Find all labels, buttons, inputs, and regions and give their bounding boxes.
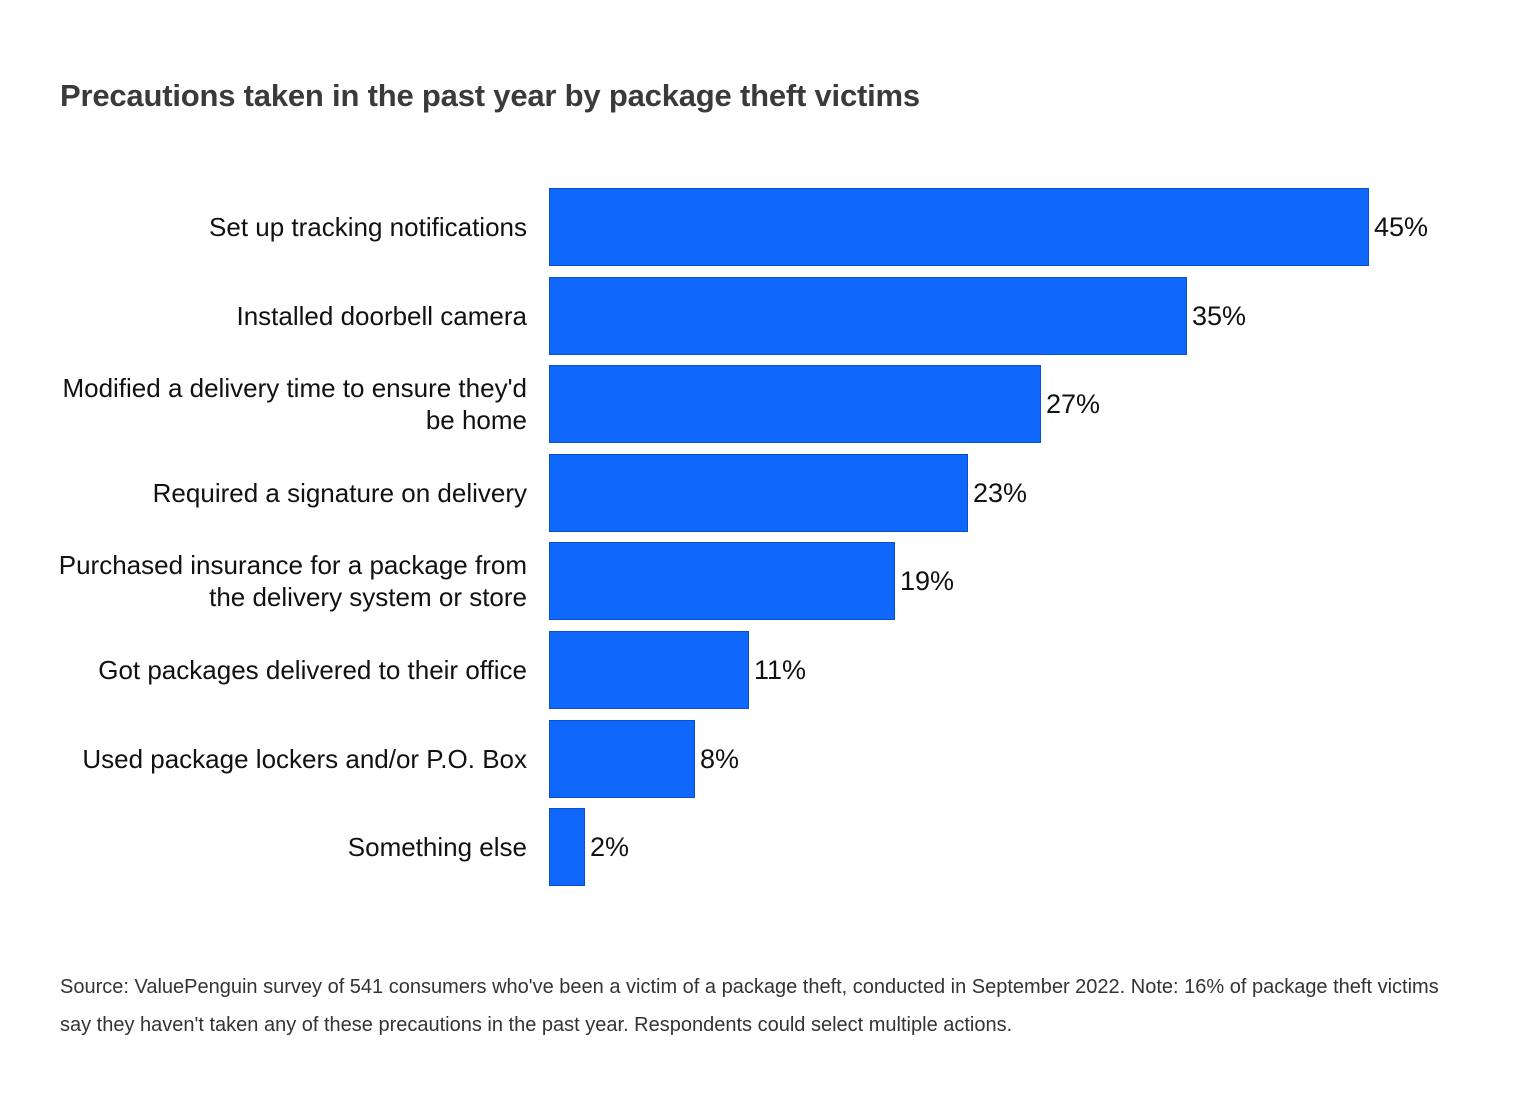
- value-label: 45%: [1374, 211, 1429, 242]
- bar: [549, 542, 895, 620]
- value-label: 35%: [1192, 300, 1247, 331]
- category-label: Used package lockers and/or P.O. Box: [82, 744, 527, 774]
- category-label: Required a signature on delivery: [152, 478, 527, 508]
- category-label: Set up tracking notifications: [209, 212, 527, 242]
- value-label: 2%: [590, 831, 630, 862]
- bar: [549, 720, 695, 798]
- bar: [549, 631, 749, 709]
- value-label: 23%: [973, 477, 1028, 508]
- value-label: 19%: [900, 565, 955, 596]
- category-label: Purchased insurance for a package from t…: [58, 550, 527, 612]
- value-label: 27%: [1046, 388, 1101, 419]
- bar: [549, 454, 968, 532]
- chart-title: Precautions taken in the past year by pa…: [60, 78, 920, 113]
- bar: [549, 808, 585, 886]
- category-label: Something else: [347, 832, 527, 862]
- category-label: Modified a delivery time to ensure they'…: [62, 373, 527, 435]
- category-label: Installed doorbell camera: [236, 301, 528, 331]
- value-label: 11%: [754, 654, 807, 685]
- bar: [549, 277, 1187, 355]
- source-note: Source: ValuePenguin survey of 541 consu…: [60, 976, 1439, 1036]
- value-label: 8%: [700, 743, 740, 774]
- bar: [549, 188, 1369, 266]
- category-label: Got packages delivered to their office: [98, 655, 527, 685]
- bar: [549, 365, 1041, 443]
